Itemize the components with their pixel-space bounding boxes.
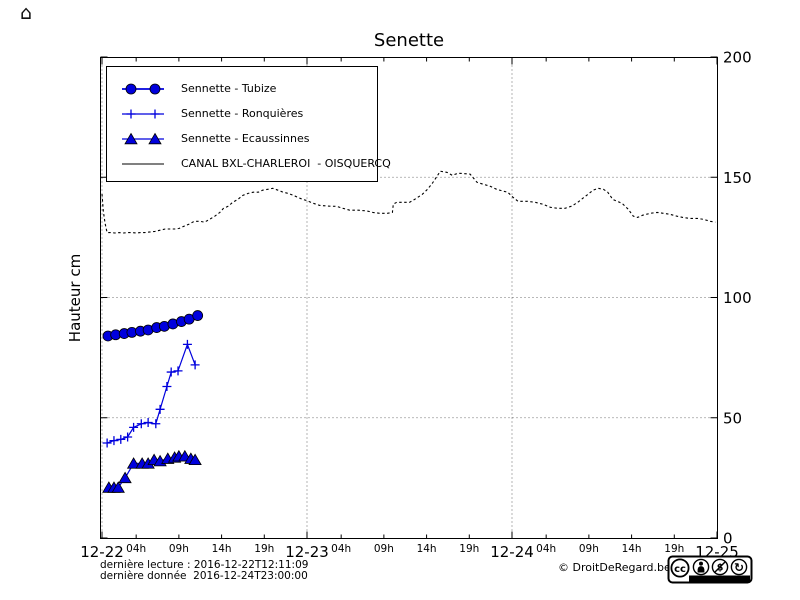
- svg-text:$: $: [717, 563, 724, 574]
- sa-label: SA: [735, 577, 744, 583]
- x-hour-label: 04h: [536, 543, 556, 555]
- legend: Sennette - Tubize Sennette - Ronquières Se…: [106, 66, 391, 182]
- triangle-marker: [188, 453, 202, 466]
- svg-text:↻: ↻: [734, 560, 744, 574]
- triangle-marker: [126, 457, 141, 469]
- series-3: [101, 170, 716, 234]
- plus-marker: [166, 367, 176, 377]
- plus-marker: [190, 360, 200, 370]
- cc-badge-strip: [689, 575, 750, 582]
- plus-marker: [155, 404, 165, 414]
- nc-label: NC: [716, 577, 725, 583]
- triangle-marker: [148, 132, 162, 144]
- x-hour-label: 09h: [169, 543, 189, 555]
- triangle-marker: [111, 481, 125, 493]
- circle-marker: [149, 83, 161, 94]
- plus-marker: [126, 109, 136, 118]
- series-0: [102, 310, 204, 342]
- legend-label: CANAL BXL-CHARLEROI - OISQUERCQ: [181, 157, 391, 170]
- plus-marker: [182, 339, 192, 349]
- legend-marker-triangle: [122, 132, 164, 144]
- y-tick-label: 100: [723, 289, 752, 307]
- x-day-label: 12-24: [490, 543, 534, 561]
- sa-icon: ↻: [730, 558, 748, 576]
- legend-label: Sennette - Ronquières: [181, 107, 304, 120]
- nc-icon: $: [711, 558, 729, 576]
- x-hour-label: 14h: [212, 543, 232, 555]
- plus-marker: [173, 366, 183, 376]
- x-hour-label: 09h: [374, 543, 394, 555]
- series-line-3: [101, 170, 716, 234]
- x-day-label: 12-23: [285, 543, 329, 561]
- footer-last-data: dernière donnée 2016-12-24T23:00:00: [100, 570, 308, 582]
- x-hour-label: 19h: [664, 543, 684, 555]
- x-hour-label: 09h: [579, 543, 599, 555]
- y-tick-label: 50: [723, 409, 742, 427]
- cc-icon: cc: [670, 558, 690, 578]
- legend-item-2: Sennette - Ecaussinnes: [119, 126, 377, 151]
- legend-label: Sennette - Ecaussinnes: [181, 132, 310, 145]
- plus-marker: [162, 381, 172, 391]
- by-icon: [692, 558, 710, 576]
- cc-license-badge: cc $ ↻ BY NC SA: [667, 555, 753, 584]
- circle-marker: [192, 310, 204, 321]
- y-tick-label: 150: [723, 169, 752, 187]
- legend-marker-line: [122, 162, 164, 165]
- y-tick-label: 0: [723, 530, 733, 548]
- legend-item-3: CANAL BXL-CHARLEROI - OISQUERCQ: [119, 151, 391, 176]
- x-day-label: 12-22: [80, 543, 124, 561]
- plus-marker: [109, 436, 119, 446]
- x-hour-label: 19h: [459, 543, 479, 555]
- plus-marker: [143, 418, 153, 428]
- home-icon[interactable]: ⌂: [20, 2, 33, 24]
- x-hour-label: 14h: [622, 543, 642, 555]
- footer-last-read: dernière lecture : 2016-12-22T12:11:09: [100, 559, 309, 571]
- legend-marker-plus: [122, 109, 164, 118]
- legend-marker-circle: [122, 83, 164, 94]
- y-axis-label: Hauteur cm: [66, 253, 84, 343]
- x-hour-label: 04h: [331, 543, 351, 555]
- x-hour-label: 19h: [254, 543, 274, 555]
- legend-item-1: Sennette - Ronquières: [119, 101, 377, 126]
- legend-item-0: Sennette - Tubize: [119, 76, 377, 101]
- plus-marker: [116, 434, 126, 444]
- plus-marker: [123, 432, 133, 442]
- plus-marker: [151, 419, 161, 429]
- triangle-marker: [118, 471, 132, 484]
- y-tick-label: 200: [723, 49, 752, 67]
- plus-marker: [150, 109, 160, 118]
- x-hour-label: 04h: [126, 543, 146, 555]
- plus-marker: [129, 422, 139, 432]
- svg-text:cc: cc: [674, 564, 686, 575]
- x-hour-label: 14h: [417, 543, 437, 555]
- chart-title: Senette: [373, 30, 445, 51]
- legend-label: Sennette - Tubize: [181, 82, 277, 95]
- by-label: BY: [697, 577, 705, 583]
- plus-marker: [136, 419, 146, 429]
- plus-marker: [102, 438, 112, 448]
- triangle-marker: [124, 132, 138, 144]
- series-1: [102, 339, 200, 448]
- copyright-text: © DroitDeRegard.be: [558, 561, 671, 574]
- circle-marker: [125, 83, 137, 94]
- series-2: [102, 449, 202, 493]
- series-line-1: [106, 342, 196, 444]
